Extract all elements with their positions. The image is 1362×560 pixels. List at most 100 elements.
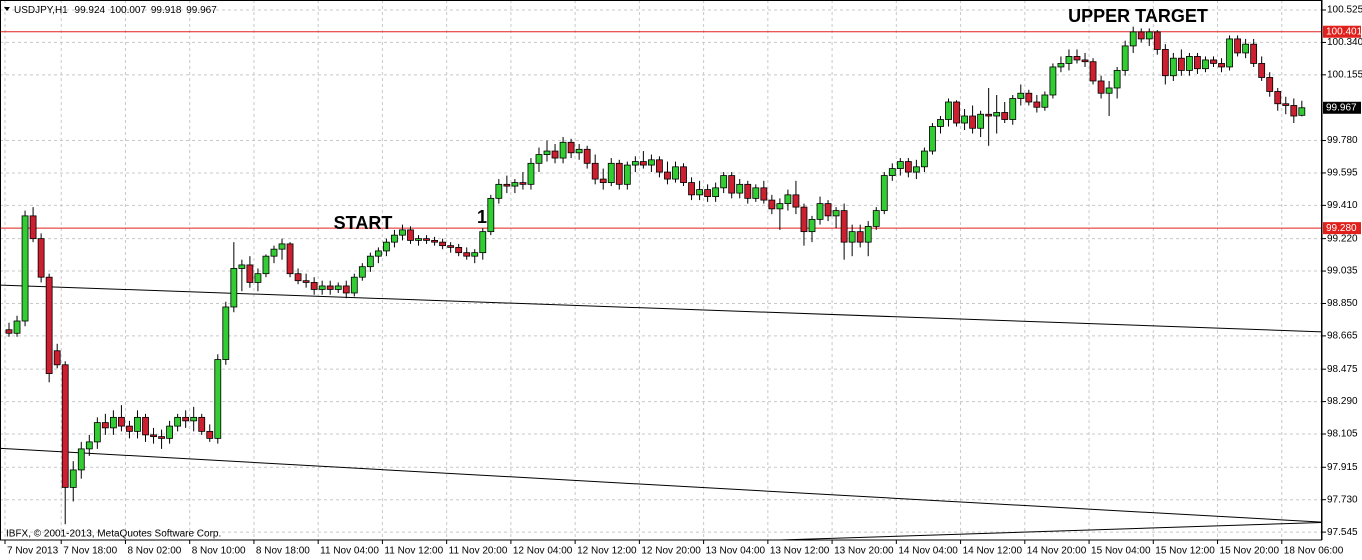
copyright: IBFX, © 2001-2013, MetaQuotes Software C… (6, 529, 221, 540)
plot-area (0, 26, 1322, 540)
candle-body (358, 266, 366, 278)
candle-body (776, 203, 784, 210)
candle-body (961, 115, 968, 124)
candle-body (1081, 59, 1089, 63)
candle-body (150, 434, 157, 438)
x-tick-label: 11 Nov 04:00 (320, 546, 379, 557)
x-tick-label: 13 Nov 20:00 (834, 546, 894, 557)
candle-body (752, 187, 760, 199)
candle-body (1009, 98, 1017, 120)
candle-body (1057, 63, 1065, 68)
candle-body (760, 187, 768, 201)
candle-body (1202, 59, 1209, 70)
y-tick-label: 99.410 (1327, 200, 1358, 211)
x-tick-label: 15 Nov 20:00 (1220, 546, 1280, 557)
candle-body (1274, 91, 1282, 105)
y-tick-label: 98.850 (1327, 298, 1358, 309)
candle-body (439, 241, 447, 247)
x-tick-label: 15 Nov 04:00 (1091, 546, 1151, 557)
x-tick-label: 8 Nov 18:00 (256, 546, 310, 557)
candle-body (904, 161, 912, 173)
y-tick-label: 100.155 (1327, 69, 1362, 80)
candle-body (985, 113, 993, 117)
x-tick-label: 12 Nov 04:00 (513, 546, 573, 557)
y-tick-label: 97.730 (1327, 494, 1358, 505)
candle-body (840, 210, 848, 243)
annotation: START (334, 213, 393, 233)
y-tick-label: 97.545 (1327, 527, 1358, 538)
candle-body (5, 329, 13, 334)
candle-body (704, 189, 712, 198)
candle-body (166, 425, 174, 439)
candle-body (21, 215, 29, 322)
candle-body (142, 416, 149, 436)
candle-body (278, 243, 286, 250)
candle-body (583, 148, 591, 164)
candle-body (415, 238, 422, 241)
candle-body (246, 264, 254, 283)
candle-body (198, 416, 206, 432)
candle-body (615, 162, 623, 185)
candle-body (262, 255, 270, 275)
candle-body (736, 183, 744, 194)
candle-body (1290, 105, 1298, 117)
price-label: 99.280 (1326, 223, 1357, 234)
candle-body (366, 255, 374, 268)
candle-body (342, 285, 350, 294)
high: 100.007 (110, 5, 147, 16)
candle-body (977, 113, 985, 129)
candle-body (479, 231, 487, 254)
candle-body (1121, 45, 1129, 71)
candle-body (326, 285, 334, 290)
candle-body (431, 240, 438, 243)
candle-body (318, 285, 326, 290)
current-price-box (1323, 101, 1361, 114)
x-tick-label: 14 Nov 12:00 (963, 546, 1023, 557)
candle-body (912, 166, 920, 173)
candle-body (1001, 112, 1009, 120)
candle-body (945, 101, 952, 120)
candle-body (286, 243, 294, 275)
price-label-box (1323, 222, 1361, 235)
candle-body (399, 229, 406, 236)
candle-body (487, 197, 495, 233)
candle-body (1210, 59, 1217, 64)
candle-body (575, 148, 583, 154)
candle-body (921, 150, 928, 168)
y-tick-label: 99.035 (1327, 266, 1358, 277)
x-tick-label: 18 Nov 06:00 (1284, 546, 1344, 557)
candle-body (1073, 56, 1081, 61)
candle-body (712, 187, 720, 198)
trendline (0, 284, 1322, 333)
candle-body (551, 150, 559, 159)
candle-body (1065, 56, 1073, 64)
candle-body (182, 416, 190, 422)
candle-body (519, 182, 527, 185)
candle-body (1025, 92, 1033, 103)
candle-body (1161, 49, 1169, 77)
candle-body (937, 119, 944, 127)
candle-body (310, 282, 318, 290)
x-tick-label: 11 Nov 12:00 (384, 546, 443, 557)
candle-body (391, 234, 398, 243)
candle-body (85, 441, 93, 450)
candle-body (61, 364, 69, 488)
trendline (779, 521, 1322, 540)
menu-icon[interactable] (4, 7, 10, 11)
candle-body (511, 182, 519, 187)
candle-body (656, 159, 663, 173)
candle-body (1017, 92, 1025, 99)
candle-body (13, 320, 21, 334)
candle-body (134, 416, 141, 432)
y-tick-label: 98.475 (1327, 364, 1358, 375)
candle-body (1137, 31, 1145, 40)
candle-body (334, 285, 342, 290)
candle-body (1282, 103, 1290, 106)
candle-body (856, 231, 864, 243)
low: 99.918 (151, 5, 182, 16)
candle-body (206, 430, 214, 439)
x-tick-label: 11 Nov 20:00 (449, 546, 508, 557)
candle-body (1041, 94, 1049, 108)
